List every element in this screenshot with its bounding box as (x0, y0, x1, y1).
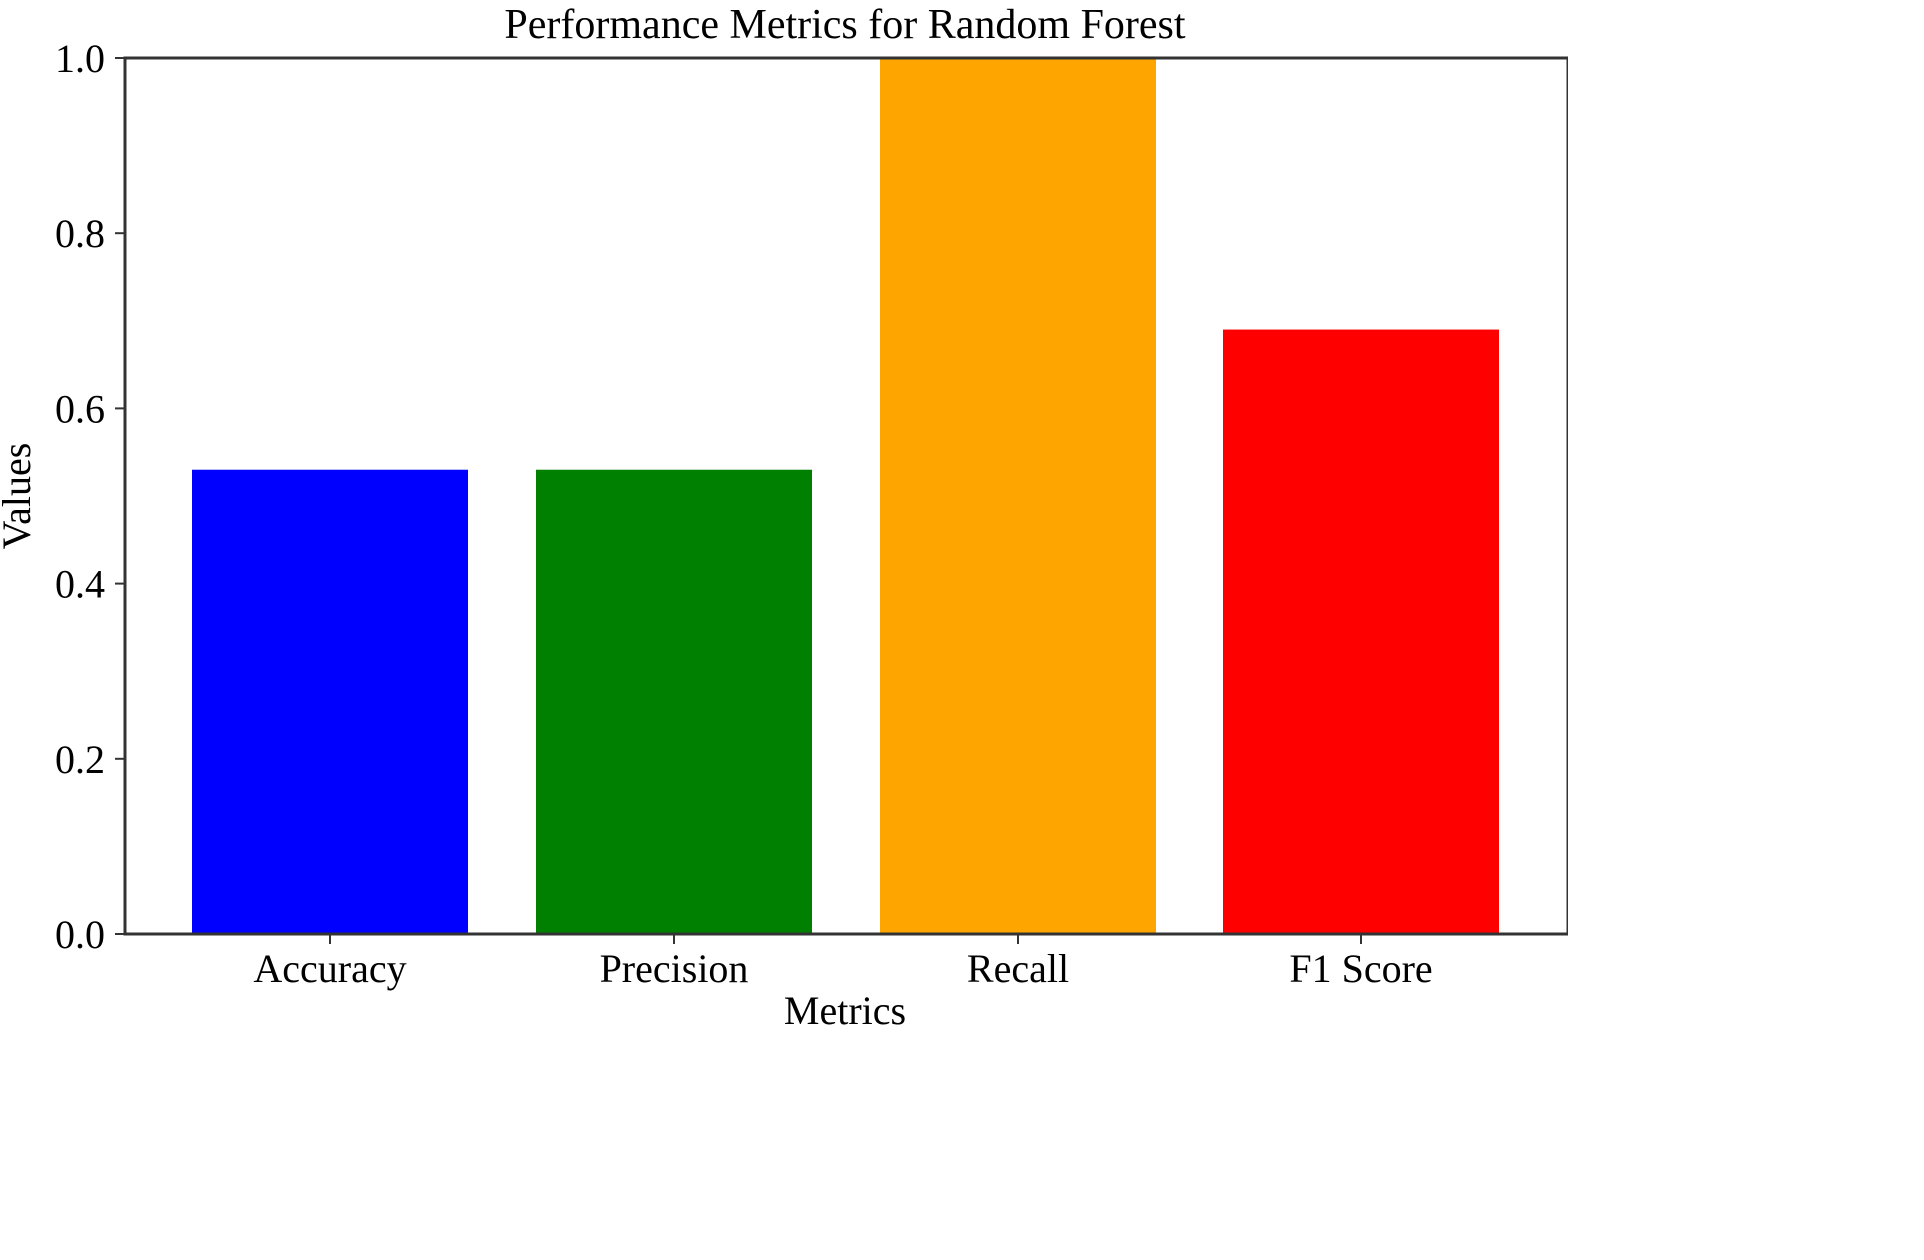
bar-precision (536, 469, 812, 934)
x-tick-label: Recall (967, 946, 1069, 991)
chart-title: Performance Metrics for Random Forest (504, 2, 1185, 48)
x-tick-label: Accuracy (253, 946, 406, 991)
y-tick-label: 0.4 (55, 562, 105, 607)
chart-figure: Performance Metrics for Random Forest 0.… (0, 2, 1570, 1033)
bar-chart: Performance Metrics for Random Forest 0.… (0, 2, 1570, 1033)
y-tick-label: 1.0 (55, 36, 105, 81)
bar-f1-score (1223, 329, 1499, 934)
y-axis-ticks: 0.0 0.2 0.4 0.6 0.8 1.0 (55, 36, 125, 957)
x-axis-ticks: Accuracy Precision Recall F1 Score (253, 934, 1433, 991)
x-tick-label: Precision (600, 946, 749, 991)
y-tick-label: 0.6 (55, 386, 105, 431)
x-tick-label: F1 Score (1289, 946, 1432, 991)
y-tick-label: 0.2 (55, 737, 105, 782)
bars-layer (192, 58, 1499, 934)
x-axis-label: Metrics (784, 988, 906, 1028)
y-tick-label: 0.0 (55, 912, 105, 957)
bar-recall (880, 58, 1156, 934)
bar-accuracy (192, 469, 468, 934)
y-axis-label: Values (0, 443, 39, 550)
y-tick-label: 0.8 (55, 211, 105, 256)
